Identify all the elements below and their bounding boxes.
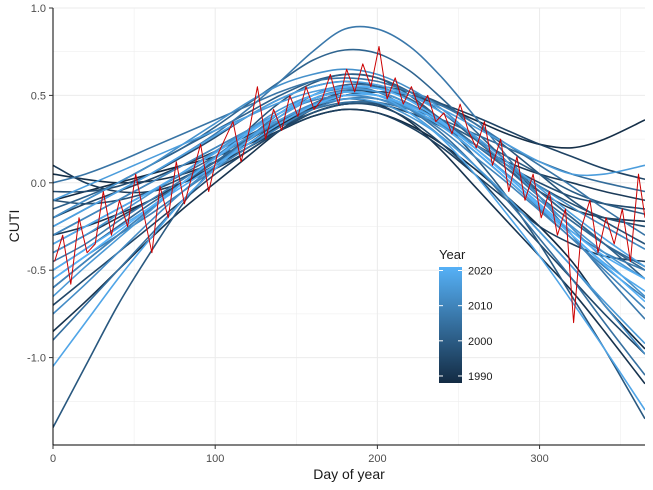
y-axis-title: CUTI xyxy=(6,210,22,243)
y-axis-ticks: -1.0 -0.5 0.0 0.5 1.0 xyxy=(27,3,53,365)
curve-2014 xyxy=(53,87,645,280)
y-tick-label: 1.0 xyxy=(31,3,46,15)
curve-2013 xyxy=(53,68,645,297)
curve-2010 xyxy=(53,90,645,310)
curve-1993 xyxy=(53,108,645,263)
legend-tick-label: 2010 xyxy=(468,301,492,313)
x-tick-label: 300 xyxy=(530,453,548,465)
curve-1997 xyxy=(53,102,645,228)
x-tick-label: 0 xyxy=(50,453,56,465)
curve-2015 xyxy=(53,97,645,345)
legend-ticks: 1990 2000 2010 2020 xyxy=(439,266,492,383)
x-tick-label: 100 xyxy=(206,453,224,465)
legend-tick-label: 1990 xyxy=(468,371,492,383)
curve-2021 xyxy=(53,85,645,303)
y-tick-label: 0.5 xyxy=(31,90,46,102)
y-tick-label: -0.5 xyxy=(27,265,46,277)
x-tick-label: 200 xyxy=(368,453,386,465)
legend-title: Year xyxy=(439,247,466,262)
y-tick-label: -1.0 xyxy=(27,353,46,365)
legend-colorbar xyxy=(439,267,462,383)
y-tick-label: 0.0 xyxy=(31,178,46,190)
curve-2007 xyxy=(53,25,645,320)
legend-tick-label: 2020 xyxy=(468,266,492,278)
curve-1996 xyxy=(53,80,645,210)
observed-line xyxy=(54,46,645,324)
curve-2018 xyxy=(53,90,645,411)
x-axis-title: Day of year xyxy=(313,466,385,482)
legend: Year 1990 2000 2010 2020 xyxy=(439,247,492,383)
curve-2017 xyxy=(53,80,645,268)
x-axis-ticks: 0 100 200 300 xyxy=(50,445,549,465)
observed-series xyxy=(54,46,645,324)
legend-tick-label: 2000 xyxy=(468,336,492,348)
curve-1990 xyxy=(53,97,645,385)
